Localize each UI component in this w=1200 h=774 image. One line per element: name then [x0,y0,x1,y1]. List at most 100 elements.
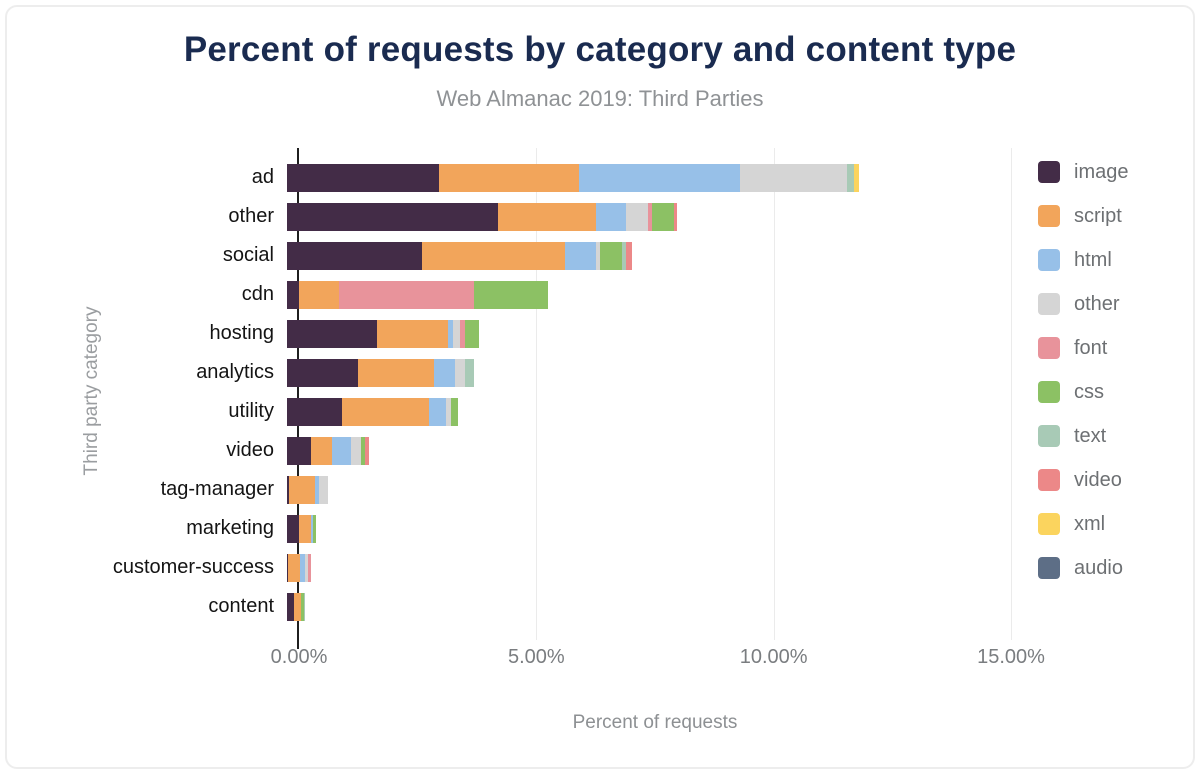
bar-segment-script[interactable] [289,475,316,504]
bar-segment-font[interactable] [647,202,653,231]
bar-segment-css[interactable] [301,592,304,621]
bar-segment-script[interactable] [377,319,449,348]
bar-segment-font[interactable] [460,319,465,348]
bar-segment-css[interactable] [464,319,480,348]
bar-segment-video[interactable] [626,241,633,270]
bar-segment-other[interactable] [318,475,329,504]
bar-segment-text[interactable] [847,163,855,192]
bar-segment-other[interactable] [305,553,309,582]
bar-segment-xml[interactable] [854,163,859,192]
bar-segment-image[interactable] [287,241,423,270]
bar-track [287,436,999,465]
bar-segment-text[interactable] [464,358,475,387]
bar-segment-script[interactable] [288,553,301,582]
bar-segment-html[interactable] [578,163,741,192]
legend-item-html: html [1038,238,1128,282]
bar-segment-script[interactable] [422,241,565,270]
bar-segment-image[interactable] [287,163,439,192]
bar-segment-image[interactable] [287,475,290,504]
bar-segment-script[interactable] [298,514,311,543]
bar-segment-script[interactable] [298,280,340,309]
bar-row: video [0,431,1012,470]
legend-item-image: image [1038,150,1128,194]
category-label-cdn: cdn [241,283,274,305]
bar-segment-image[interactable] [287,436,311,465]
bar-track [287,202,999,231]
category-label-ad: ad [251,166,274,188]
bar-segment-other[interactable] [455,358,465,387]
bar-segment-html[interactable] [310,514,314,543]
legend-swatch-text-icon [1038,425,1060,447]
category-label-hosting: hosting [209,322,275,344]
x-axis-title: Percent of requests [572,712,738,733]
bar-segment-text[interactable] [621,241,627,270]
bar-segment-image[interactable] [287,319,378,348]
bar-segment-image[interactable] [287,280,299,309]
legend-swatch-other-icon [1038,293,1060,315]
y-axis-title: Third party category [81,306,102,476]
bar-segment-script[interactable] [498,202,596,231]
bar-segment-html[interactable] [429,397,446,426]
legend-swatch-audio-icon [1038,557,1060,579]
bar-segment-html[interactable] [448,319,454,348]
bar-segment-html[interactable] [595,202,627,231]
legend-swatch-font-icon [1038,337,1060,359]
legend-label-video: video [1074,468,1122,491]
bar-row: customer-success [0,548,1012,587]
bar-segment-video[interactable] [673,202,678,231]
bar-segment-html[interactable] [332,436,352,465]
bar-track [287,475,999,504]
x-axis-ticks: 0.00% 5.00% 10.00% 15.00% [271,646,1045,672]
bar-segment-font[interactable] [308,553,311,582]
bar-segment-html[interactable] [434,358,456,387]
bar-segment-script[interactable] [294,592,302,621]
category-label-customer-success: customer-success [112,556,274,578]
bar-segment-css[interactable] [313,514,317,543]
bar-segment-other[interactable] [351,436,361,465]
bar-segment-other[interactable] [453,319,461,348]
bar-segment-css[interactable] [360,436,366,465]
bar-segment-image[interactable] [287,397,342,426]
legend-swatch-script-icon [1038,205,1060,227]
bar-segment-image[interactable] [287,514,299,543]
bar-segment-font[interactable] [339,280,475,309]
bar-segment-script[interactable] [341,397,430,426]
bar-segment-css[interactable] [474,280,549,309]
bar-track [287,319,999,348]
bar-segment-image[interactable] [287,358,359,387]
bar-segment-other[interactable] [595,241,601,270]
bar-segment-css[interactable] [600,241,622,270]
chart-subtitle: Web Almanac 2019: Third Parties [436,86,764,111]
bar-row: marketing [0,509,1012,548]
bar-segment-css[interactable] [450,397,458,426]
legend-label-other: other [1074,292,1120,315]
bar-row: tag-manager [0,470,1012,509]
bar-segment-image[interactable] [287,592,295,621]
bar-segment-html[interactable] [564,241,596,270]
bar-segment-css[interactable] [652,202,674,231]
bar-segment-other[interactable] [626,202,648,231]
bar-segment-other[interactable] [446,397,451,426]
bar-segment-script[interactable] [310,436,333,465]
bar-track [287,280,999,309]
category-label-utility: utility [228,400,274,422]
bar-segment-script[interactable] [358,358,435,387]
category-label-marketing: marketing [186,517,274,539]
bar-segment-image[interactable] [287,202,499,231]
legend-item-font: font [1038,326,1128,370]
legend-swatch-image-icon [1038,161,1060,183]
chart-card [5,5,1195,769]
bar-track [287,592,999,621]
bar-segment-html[interactable] [300,553,306,582]
bar-segment-image[interactable] [287,553,289,582]
legend: image script html other font css text video xml a… [1038,150,1128,590]
bar-track [287,163,999,192]
category-label-content: content [208,595,274,617]
legend-label-audio: audio [1074,556,1123,579]
bar-segment-script[interactable] [438,163,579,192]
bar-segment-video[interactable] [365,436,369,465]
bar-track [287,358,999,387]
bar-segment-text[interactable] [303,592,305,621]
bar-segment-other[interactable] [740,163,848,192]
bar-segment-html[interactable] [315,475,319,504]
